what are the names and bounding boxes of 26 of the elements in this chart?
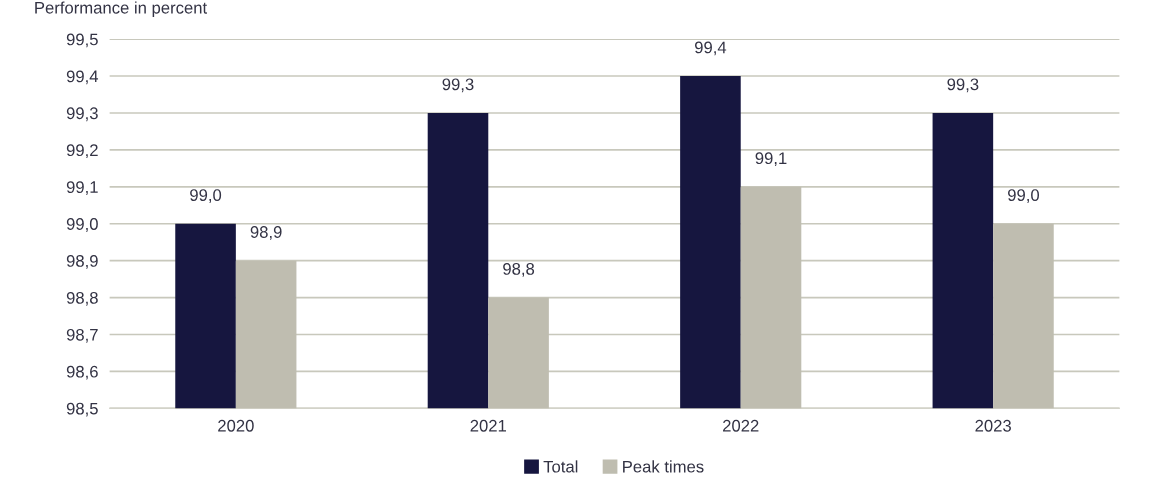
legend-label: Peak times [623, 460, 704, 473]
y-axis-title: Performance in percent [35, 1, 208, 17]
y-tick-label: 98,9 [66, 255, 98, 269]
x-tick-label: 2022 [723, 419, 759, 432]
data-label: 99,3 [442, 78, 474, 93]
data-label: 99,0 [1008, 189, 1040, 203]
y-tick-label: 99,1 [66, 181, 98, 195]
data-label: 99,0 [190, 189, 222, 203]
legend-label: Total [543, 460, 578, 473]
data-label: 99,4 [695, 41, 727, 56]
data-label: 99,1 [755, 152, 787, 167]
data-label: 98,8 [503, 263, 535, 277]
x-tick-label: 2020 [218, 419, 254, 432]
y-tick-label: 98,8 [66, 291, 98, 306]
y-tick-label: 98,6 [66, 365, 98, 380]
y-tick-label: 99,0 [66, 218, 98, 232]
x-tick-label: 2021 [470, 419, 507, 432]
y-tick-label: 98,5 [66, 402, 98, 417]
y-tick-label: 98,7 [66, 328, 98, 343]
y-tick-label: 99,5 [66, 33, 98, 48]
x-tick-label: 2023 [975, 419, 1011, 432]
y-tick-label: 99,2 [66, 144, 98, 159]
data-label: 99,3 [947, 78, 979, 93]
y-tick-label: 99,4 [66, 70, 99, 85]
y-tick-label: 99,3 [66, 107, 98, 122]
data-label: 98,9 [250, 226, 282, 240]
